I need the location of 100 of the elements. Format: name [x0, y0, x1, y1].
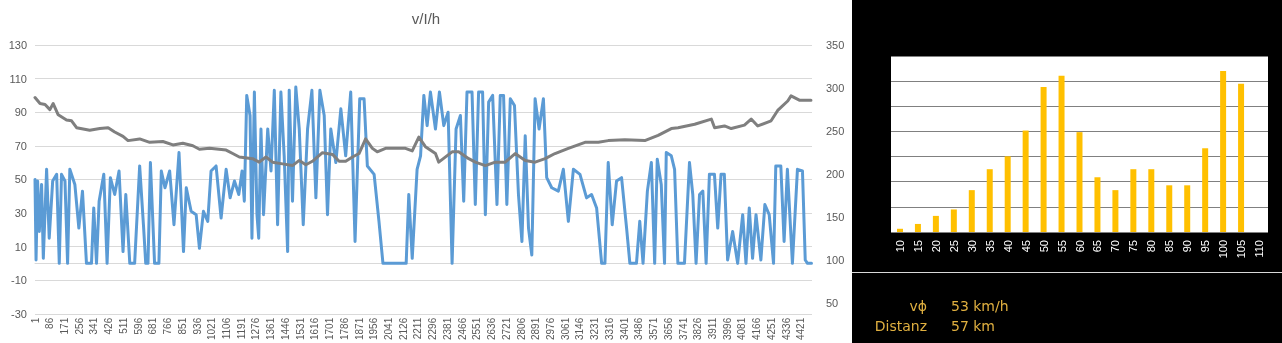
x-tick-label: 50 [1037, 240, 1050, 253]
x-tick-label: 2381 [441, 317, 453, 340]
x-tick-label: 1106 [220, 317, 232, 340]
text: vϕ 53 km/h [909, 298, 1009, 314]
x-tick-label: 2211 [412, 317, 424, 340]
y-tick-label: 110 [9, 72, 27, 85]
x-tick-label: 3911 [707, 317, 719, 340]
x-tick-label: 341 [88, 317, 100, 335]
bar [1004, 156, 1011, 232]
bar [986, 169, 993, 232]
bar [1166, 185, 1173, 232]
x-tick-label: 2041 [383, 317, 394, 340]
x-tick-label: 2891 [530, 317, 542, 340]
x-tick-label: 1 [29, 317, 41, 324]
x-tick-label: 426 [103, 317, 115, 335]
x-tick-label: 2296 [427, 317, 439, 340]
y2-tick-label: 100 [826, 254, 845, 267]
x-tick-label: 596 [132, 317, 144, 335]
y2-tick-label: 50 [826, 297, 839, 310]
bar [1184, 185, 1191, 232]
line-series [33, 94, 813, 168]
x-tick-label: 3061 [559, 317, 571, 340]
y2-tick-label: 350 [826, 39, 845, 51]
x-tick-label: 110 [1253, 240, 1266, 258]
x-tick-label: 3826 [692, 317, 704, 340]
x-tick-label: 75 [1127, 240, 1140, 253]
bar [1220, 70, 1227, 232]
x-tick-label: 4166 [751, 317, 763, 340]
bar [896, 228, 903, 232]
bar [914, 223, 921, 232]
x-tick-label: 3146 [574, 317, 586, 340]
x-tick-label: 1191 [235, 317, 247, 340]
x-tick-label: 2721 [500, 317, 512, 340]
y-tick-label: 30 [14, 206, 27, 219]
bar [1148, 169, 1155, 232]
x-tick-label: 35 [983, 240, 996, 253]
x-tick-label: 80 [1145, 240, 1158, 253]
x-tick-label: 25 [947, 240, 960, 253]
text: Distanz 57 km [874, 318, 996, 334]
y-tick-label: -30 [11, 307, 27, 320]
x-tick-label: 1871 [353, 317, 365, 340]
x-tick-label: 3996 [721, 317, 733, 340]
bar [1076, 132, 1083, 232]
y-tick-label: 50 [14, 173, 27, 186]
x-tick-label: 2466 [456, 317, 468, 340]
x-tick-label: 4081 [736, 317, 748, 340]
x-tick-label: 1446 [279, 317, 291, 340]
y-tick-label: 90 [14, 106, 27, 119]
y2-tick-label: 200 [826, 168, 845, 181]
x-tick-label: 2636 [486, 317, 498, 340]
y-tick-label: -10 [11, 274, 27, 287]
bar [1022, 130, 1029, 232]
y-tick-label: 130 [8, 39, 27, 51]
x-tick-label: 171 [58, 317, 70, 335]
x-tick-label: 10 [893, 240, 906, 253]
x-tick-label: 2551 [471, 317, 483, 340]
bar [1112, 190, 1119, 232]
x-tick-label: 105 [1235, 240, 1248, 259]
bar [1094, 177, 1101, 232]
x-tick-label: 3401 [618, 317, 630, 340]
x-tick-label: 65 [1091, 240, 1104, 253]
x-tick-label: 86 [44, 317, 56, 329]
x-tick-label: 3741 [677, 317, 689, 340]
x-tick-label: 3656 [662, 317, 674, 340]
line-series [33, 85, 813, 265]
x-tick-label: 3486 [633, 317, 645, 340]
x-tick-label: 4336 [780, 317, 792, 340]
x-tick-label: 30 [965, 240, 978, 253]
x-tick-label: 766 [162, 317, 174, 335]
x-tick-label: 40 [1001, 240, 1014, 253]
x-tick-label: 90 [1181, 240, 1194, 253]
x-tick-label: 1616 [309, 317, 321, 340]
bar [968, 190, 975, 232]
bar [932, 215, 939, 232]
x-tick-label: 20 [929, 240, 942, 253]
x-tick-label: 4421 [795, 317, 807, 340]
x-tick-label: 1701 [324, 317, 336, 340]
x-tick-label: 100 [1217, 240, 1230, 259]
bar [950, 209, 957, 232]
x-tick-label: 1531 [294, 317, 306, 340]
x-tick-label: 1786 [338, 317, 350, 340]
x-tick-label: 511 [117, 317, 129, 334]
x-tick-label: 3316 [603, 317, 615, 340]
y2-tick-label: 300 [826, 82, 845, 95]
x-tick-label: 1956 [368, 317, 380, 340]
x-tick-label: 45 [1019, 240, 1032, 253]
bar [1058, 75, 1065, 232]
x-tick-label: 95 [1199, 240, 1212, 253]
bar [1130, 169, 1137, 232]
x-tick-label: 1276 [250, 317, 262, 340]
x-tick-label: 70 [1109, 240, 1122, 253]
x-tick-label: 681 [147, 317, 159, 335]
y2-tick-label: 150 [826, 211, 845, 224]
x-tick-label: 4251 [765, 317, 777, 340]
x-tick-label: 60 [1073, 240, 1086, 253]
x-tick-label: 2806 [515, 317, 527, 340]
x-tick-label: 936 [191, 317, 203, 335]
bar [1202, 148, 1209, 232]
y-tick-label: 70 [14, 139, 27, 152]
x-tick-label: 851 [176, 317, 188, 335]
